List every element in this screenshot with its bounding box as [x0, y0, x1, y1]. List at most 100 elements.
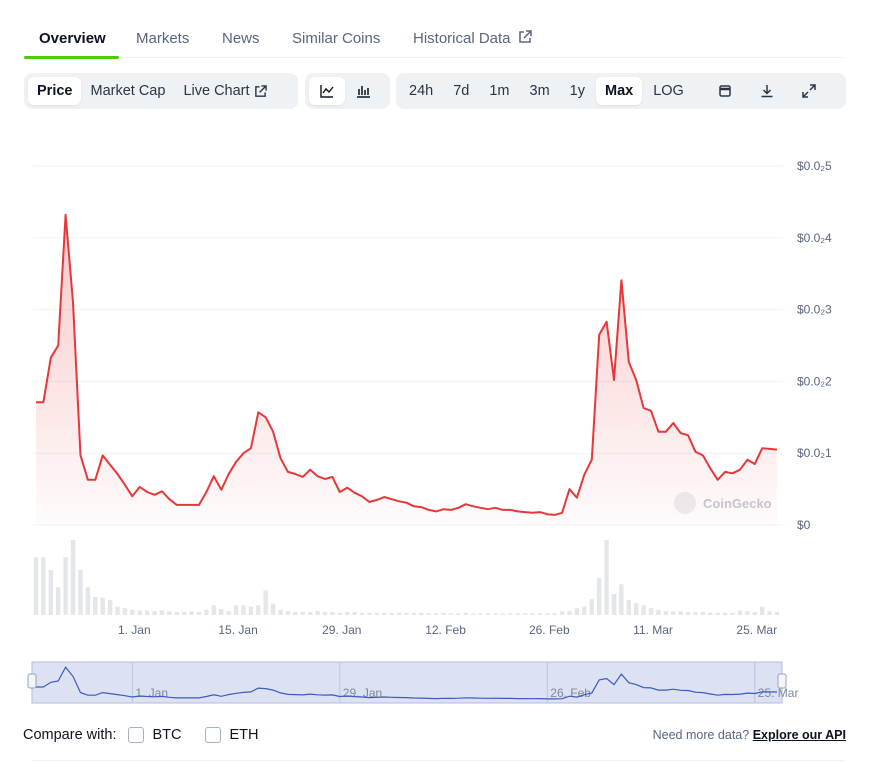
candle-style-button[interactable]	[345, 77, 381, 105]
tab-label: Historical Data	[413, 30, 511, 47]
y-tick-label: $0.0₂1	[797, 446, 832, 460]
tab-indicator	[24, 56, 119, 59]
volume-bar	[167, 611, 172, 615]
volume-bar	[93, 597, 98, 615]
volume-bar	[256, 605, 261, 615]
x-tick-label: 11. Mar	[633, 623, 673, 637]
range-group: 24h 7d 1m 3m 1y Max LOG	[396, 73, 846, 109]
range-button[interactable]: 1y	[569, 83, 585, 99]
volume-bar	[137, 610, 142, 615]
volume-bar	[41, 557, 46, 615]
icon	[761, 85, 773, 98]
volume-bar	[204, 609, 209, 615]
volume-bar	[159, 610, 165, 615]
volume-bar	[730, 612, 735, 615]
volume-bar	[448, 613, 454, 615]
volume-bar	[463, 612, 468, 615]
range-button[interactable]: 24h	[409, 83, 434, 99]
tab[interactable]: Overview	[39, 30, 106, 47]
volume-bar	[56, 587, 61, 615]
volume-bar	[100, 597, 105, 615]
volume-bar	[774, 612, 780, 615]
volume-bar	[589, 599, 594, 615]
volume-bar	[485, 613, 491, 615]
tab[interactable]: Similar Coins	[292, 30, 381, 47]
tab[interactable]: Historical Data	[413, 30, 532, 47]
volume-bar	[759, 606, 765, 615]
x-tick-label: 25. Mar	[736, 623, 777, 637]
toggle-button[interactable]: Price	[28, 77, 82, 105]
volume-bar	[456, 613, 461, 615]
volume-bar	[63, 557, 68, 615]
toggle-button[interactable]: Live Chart	[174, 77, 275, 105]
volume-bar	[85, 587, 91, 615]
navigator-handle[interactable]	[777, 673, 787, 689]
checkbox[interactable]	[205, 727, 222, 744]
range-button[interactable]: Max	[595, 77, 643, 105]
volume-bar	[515, 613, 520, 615]
volume-bar	[545, 613, 550, 615]
navigator-label: 26. Feb	[550, 686, 591, 700]
volume-bar	[648, 608, 654, 615]
calendar-button[interactable]	[705, 77, 745, 105]
tab[interactable]: Markets	[136, 30, 190, 47]
volume-bar	[293, 612, 298, 615]
volume-bar	[634, 603, 639, 615]
volume-bar	[404, 612, 409, 615]
api-link[interactable]: Explore our API	[752, 728, 846, 742]
fullscreen-button[interactable]	[789, 77, 829, 105]
volume-bar	[285, 611, 291, 615]
volume-bar	[359, 612, 365, 615]
volume-bar	[182, 612, 187, 615]
volume-bar	[33, 557, 39, 615]
navigator-line	[36, 666, 778, 700]
volume-bar	[737, 610, 743, 615]
candle-icon	[357, 86, 370, 98]
tab[interactable]: News	[222, 30, 260, 47]
volume-bar	[678, 611, 683, 615]
line-style-button[interactable]	[309, 77, 345, 105]
volume-bar	[752, 612, 757, 615]
compare-option[interactable]: ETH	[205, 727, 258, 744]
volume-bar	[48, 570, 54, 615]
compare-option[interactable]: BTC	[128, 727, 182, 744]
volume-bar	[708, 612, 713, 615]
volume-bar	[671, 611, 676, 615]
volume-bar	[426, 613, 431, 615]
toggle-button[interactable]: Market Cap	[90, 83, 166, 99]
api-text: Need more data?	[652, 728, 750, 742]
volume-bar	[70, 540, 76, 615]
range-button[interactable]: 7d	[453, 83, 470, 99]
volume-bar	[663, 611, 669, 615]
volume-bar	[241, 605, 246, 615]
range-button[interactable]: 1m	[489, 83, 510, 99]
volume-bar	[315, 611, 320, 615]
volume-bar	[196, 612, 202, 615]
volume-bar	[715, 612, 720, 615]
x-tick-label: 29. Jan	[322, 623, 361, 637]
volume-bar	[767, 611, 772, 615]
volume-bar	[330, 612, 335, 615]
log-button[interactable]: LOG	[653, 83, 684, 99]
volume-bar	[322, 612, 328, 615]
volume-bar	[693, 612, 698, 615]
y-tick-label: $0.0₂4	[797, 231, 832, 245]
tab-rule	[24, 57, 845, 58]
volume-bar	[626, 600, 631, 615]
external-icon	[518, 30, 532, 43]
volume-bar	[130, 609, 135, 615]
navigator-handle[interactable]	[27, 673, 37, 689]
download-button[interactable]	[747, 77, 787, 105]
volume-bar	[270, 603, 276, 615]
volume-bar	[641, 605, 646, 615]
y-tick-label: $0	[797, 518, 811, 532]
range-button[interactable]: 3m	[529, 83, 550, 99]
option-label: BTC	[152, 727, 182, 743]
volume-bar	[493, 613, 498, 615]
checkbox[interactable]	[128, 727, 145, 744]
line-icon	[320, 85, 334, 98]
volume-bar	[115, 606, 120, 615]
button-label: Live Chart	[183, 83, 250, 99]
volume-bar	[500, 613, 506, 615]
